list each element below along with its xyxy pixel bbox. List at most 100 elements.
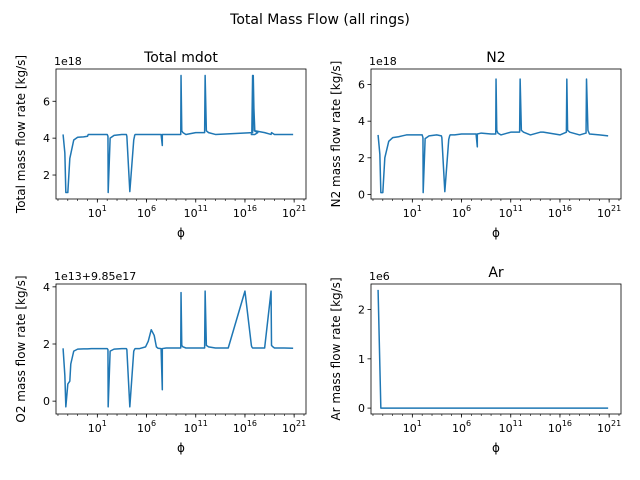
chart-cd-0-x-tick-label-1: 106	[137, 204, 156, 220]
chart-cd-1-y-tick-label-2: 4	[358, 115, 365, 128]
chart-cd-1-x-tick-label-base-3: 10	[548, 207, 562, 220]
chart-cd-1-x-tick-label-exp-2: 11	[513, 204, 523, 213]
chart-cd-1-axes-frame	[370, 68, 622, 200]
chart-cd-1-x-tick-label-base-2: 10	[499, 207, 513, 220]
chart-cd-3-x-tick-label-exp-0: 1	[417, 419, 422, 428]
chart-cd-1-x-tick-label-0: 101	[403, 204, 422, 220]
chart-cd-2-x-tick-label-base-0: 10	[88, 422, 102, 435]
chart-cd-3-x-tick-label-base-3: 10	[548, 422, 562, 435]
chart-cd-3-x-tick-label-0: 101	[403, 419, 422, 435]
chart-cd-0-x-tick-label-exp-0: 1	[102, 204, 107, 213]
chart-cd-0-series-0	[62, 74, 294, 194]
chart-cd-0-x-tick-label-exp-2: 11	[198, 204, 208, 213]
chart-cd-1-ylabel: N2 mass flow rate [kg/s]	[329, 61, 343, 208]
chart-cd-2-xlabel: ϕ	[177, 441, 185, 455]
chart-cd-1-x-tick-label-exp-3: 16	[562, 204, 572, 213]
chart-cd-2-x-tick-label-base-4: 10	[282, 422, 296, 435]
figure-title: Total Mass Flow (all rings)	[229, 12, 410, 28]
chart-cd-1-x-tick-label-exp-1: 6	[466, 204, 471, 213]
chart-cd-3-x-tick-label-2: 1011	[499, 419, 523, 435]
chart-cd-0-x-tick-label-base-0: 10	[88, 207, 102, 220]
chart-cd-3-ylabel: Ar mass flow rate [kg/s]	[329, 277, 343, 420]
chart-cd-0-x-tick-label-base-2: 10	[184, 207, 198, 220]
chart-cd-3-x-tick-label-exp-2: 11	[513, 419, 523, 428]
chart-cd-2-x-tick-label-4: 1021	[282, 419, 306, 435]
chart-cd-2-x-tick-label-exp-4: 21	[296, 419, 306, 428]
chart-cd-0-x-tick-label-0: 101	[88, 204, 107, 220]
chart-cd-3-x-tick-label-4: 1021	[597, 419, 621, 435]
chart-cd-2-y-tick-label-2: 4	[43, 281, 50, 294]
chart-cd-1-y-tick-label-0: 0	[358, 188, 365, 201]
chart-cd-0-x-tick-label-exp-4: 21	[296, 204, 306, 213]
chart-cd-2-x-tick-label-2: 1011	[184, 419, 208, 435]
chart-cd-1-y-tick-label-1: 2	[358, 152, 365, 165]
chart-cd-2-y-tick-label-1: 2	[43, 338, 50, 351]
chart-cd-3-x-tick-label-1: 106	[452, 419, 471, 435]
chart-cd-0-xlabel: ϕ	[177, 226, 185, 240]
chart-cd-0-y-tick-label-1: 4	[43, 132, 50, 145]
chart-cd-0-y-offset-text: 1e18	[54, 55, 82, 68]
chart-cd-3-series-0	[377, 289, 609, 409]
chart-cd-3-y-tick-label-2: 2	[358, 304, 365, 317]
chart-cd-1-y-tick-label-3: 6	[358, 79, 365, 92]
chart-cd-2-x-tick-label-exp-3: 16	[247, 419, 257, 428]
chart-cd-2-x-tick-label-1: 106	[137, 419, 156, 435]
chart-cd-0-x-tick-label-exp-3: 16	[247, 204, 257, 213]
chart-cd-2-series-0	[62, 290, 294, 408]
chart-cd-3-x-tick-label-base-4: 10	[597, 422, 611, 435]
chart-cd-0-x-tick-label-base-1: 10	[137, 207, 151, 220]
chart-cd-1-x-tick-label-exp-4: 21	[611, 204, 621, 213]
chart-cd-3-x-tick-label-3: 1016	[548, 419, 572, 435]
chart-cd-1-x-tick-label-2: 1011	[499, 204, 523, 220]
chart-cd-1-y-offset-text: 1e18	[369, 55, 397, 68]
chart-cd-2-x-tick-label-3: 1016	[233, 419, 257, 435]
chart-cd-3-y-offset-text: 1e6	[369, 270, 390, 283]
chart-cd-0-x-tick-label-exp-1: 6	[151, 204, 156, 213]
chart-cd-0-axes-frame	[55, 68, 307, 200]
chart-cd-1-title: N2	[486, 50, 505, 66]
chart-cd-0-title: Total mdot	[143, 50, 218, 66]
chart-cd-2-x-tick-label-exp-1: 6	[151, 419, 156, 428]
chart-cd-2-x-tick-label-base-3: 10	[233, 422, 247, 435]
chart-cd-3-x-tick-label-exp-4: 21	[611, 419, 621, 428]
chart-cd-1-x-tick-label-base-4: 10	[597, 207, 611, 220]
chart-cd-3-x-tick-label-exp-3: 16	[562, 419, 572, 428]
chart-cd-3-title: Ar	[488, 265, 504, 281]
chart-cd-2-x-tick-label-0: 101	[88, 419, 107, 435]
chart-cd-3-x-tick-label-base-0: 10	[403, 422, 417, 435]
chart-cd-2-x-tick-label-base-2: 10	[184, 422, 198, 435]
chart-cd-2-axes-frame	[55, 283, 307, 415]
chart-cd-1-x-tick-label-base-0: 10	[403, 207, 417, 220]
chart-cd-2-x-tick-label-exp-2: 11	[198, 419, 208, 428]
chart-cd-3-y-tick-label-0: 0	[358, 402, 365, 415]
chart-cd-2-x-tick-label-exp-0: 1	[102, 419, 107, 428]
chart-cd-2-y-tick-label-0: 0	[43, 395, 50, 408]
chart-cd-0-ylabel: Total mass flow rate [kg/s]	[14, 55, 28, 214]
chart-cd-3-xlabel: ϕ	[492, 441, 500, 455]
chart-cd-2-y-offset-text: 1e13+9.85e17	[54, 270, 136, 283]
chart-cd-1-series-0	[377, 78, 609, 194]
chart-cd-1-x-tick-label-1: 106	[452, 204, 471, 220]
chart-cd-0-x-tick-label-base-3: 10	[233, 207, 247, 220]
chart-cd-0-x-tick-label-base-4: 10	[282, 207, 296, 220]
chart-cd-3-axes-frame	[370, 283, 622, 415]
chart-cd-3-x-tick-label-exp-1: 6	[466, 419, 471, 428]
chart-cd-3-x-tick-label-base-2: 10	[499, 422, 513, 435]
chart-cd-0-x-tick-label-2: 1011	[184, 204, 208, 220]
chart-cd-0-x-tick-label-3: 1016	[233, 204, 257, 220]
chart-cd-1-x-tick-label-3: 1016	[548, 204, 572, 220]
chart-cd-1-x-tick-label-4: 1021	[597, 204, 621, 220]
chart-cd-0-x-tick-label-4: 1021	[282, 204, 306, 220]
chart-cd-3-y-tick-label-1: 1	[358, 353, 365, 366]
chart-cd-2-ylabel: O2 mass flow rate [kg/s]	[14, 275, 28, 422]
chart-cd-1-x-tick-label-exp-0: 1	[417, 204, 422, 213]
chart-cd-1-xlabel: ϕ	[492, 226, 500, 240]
